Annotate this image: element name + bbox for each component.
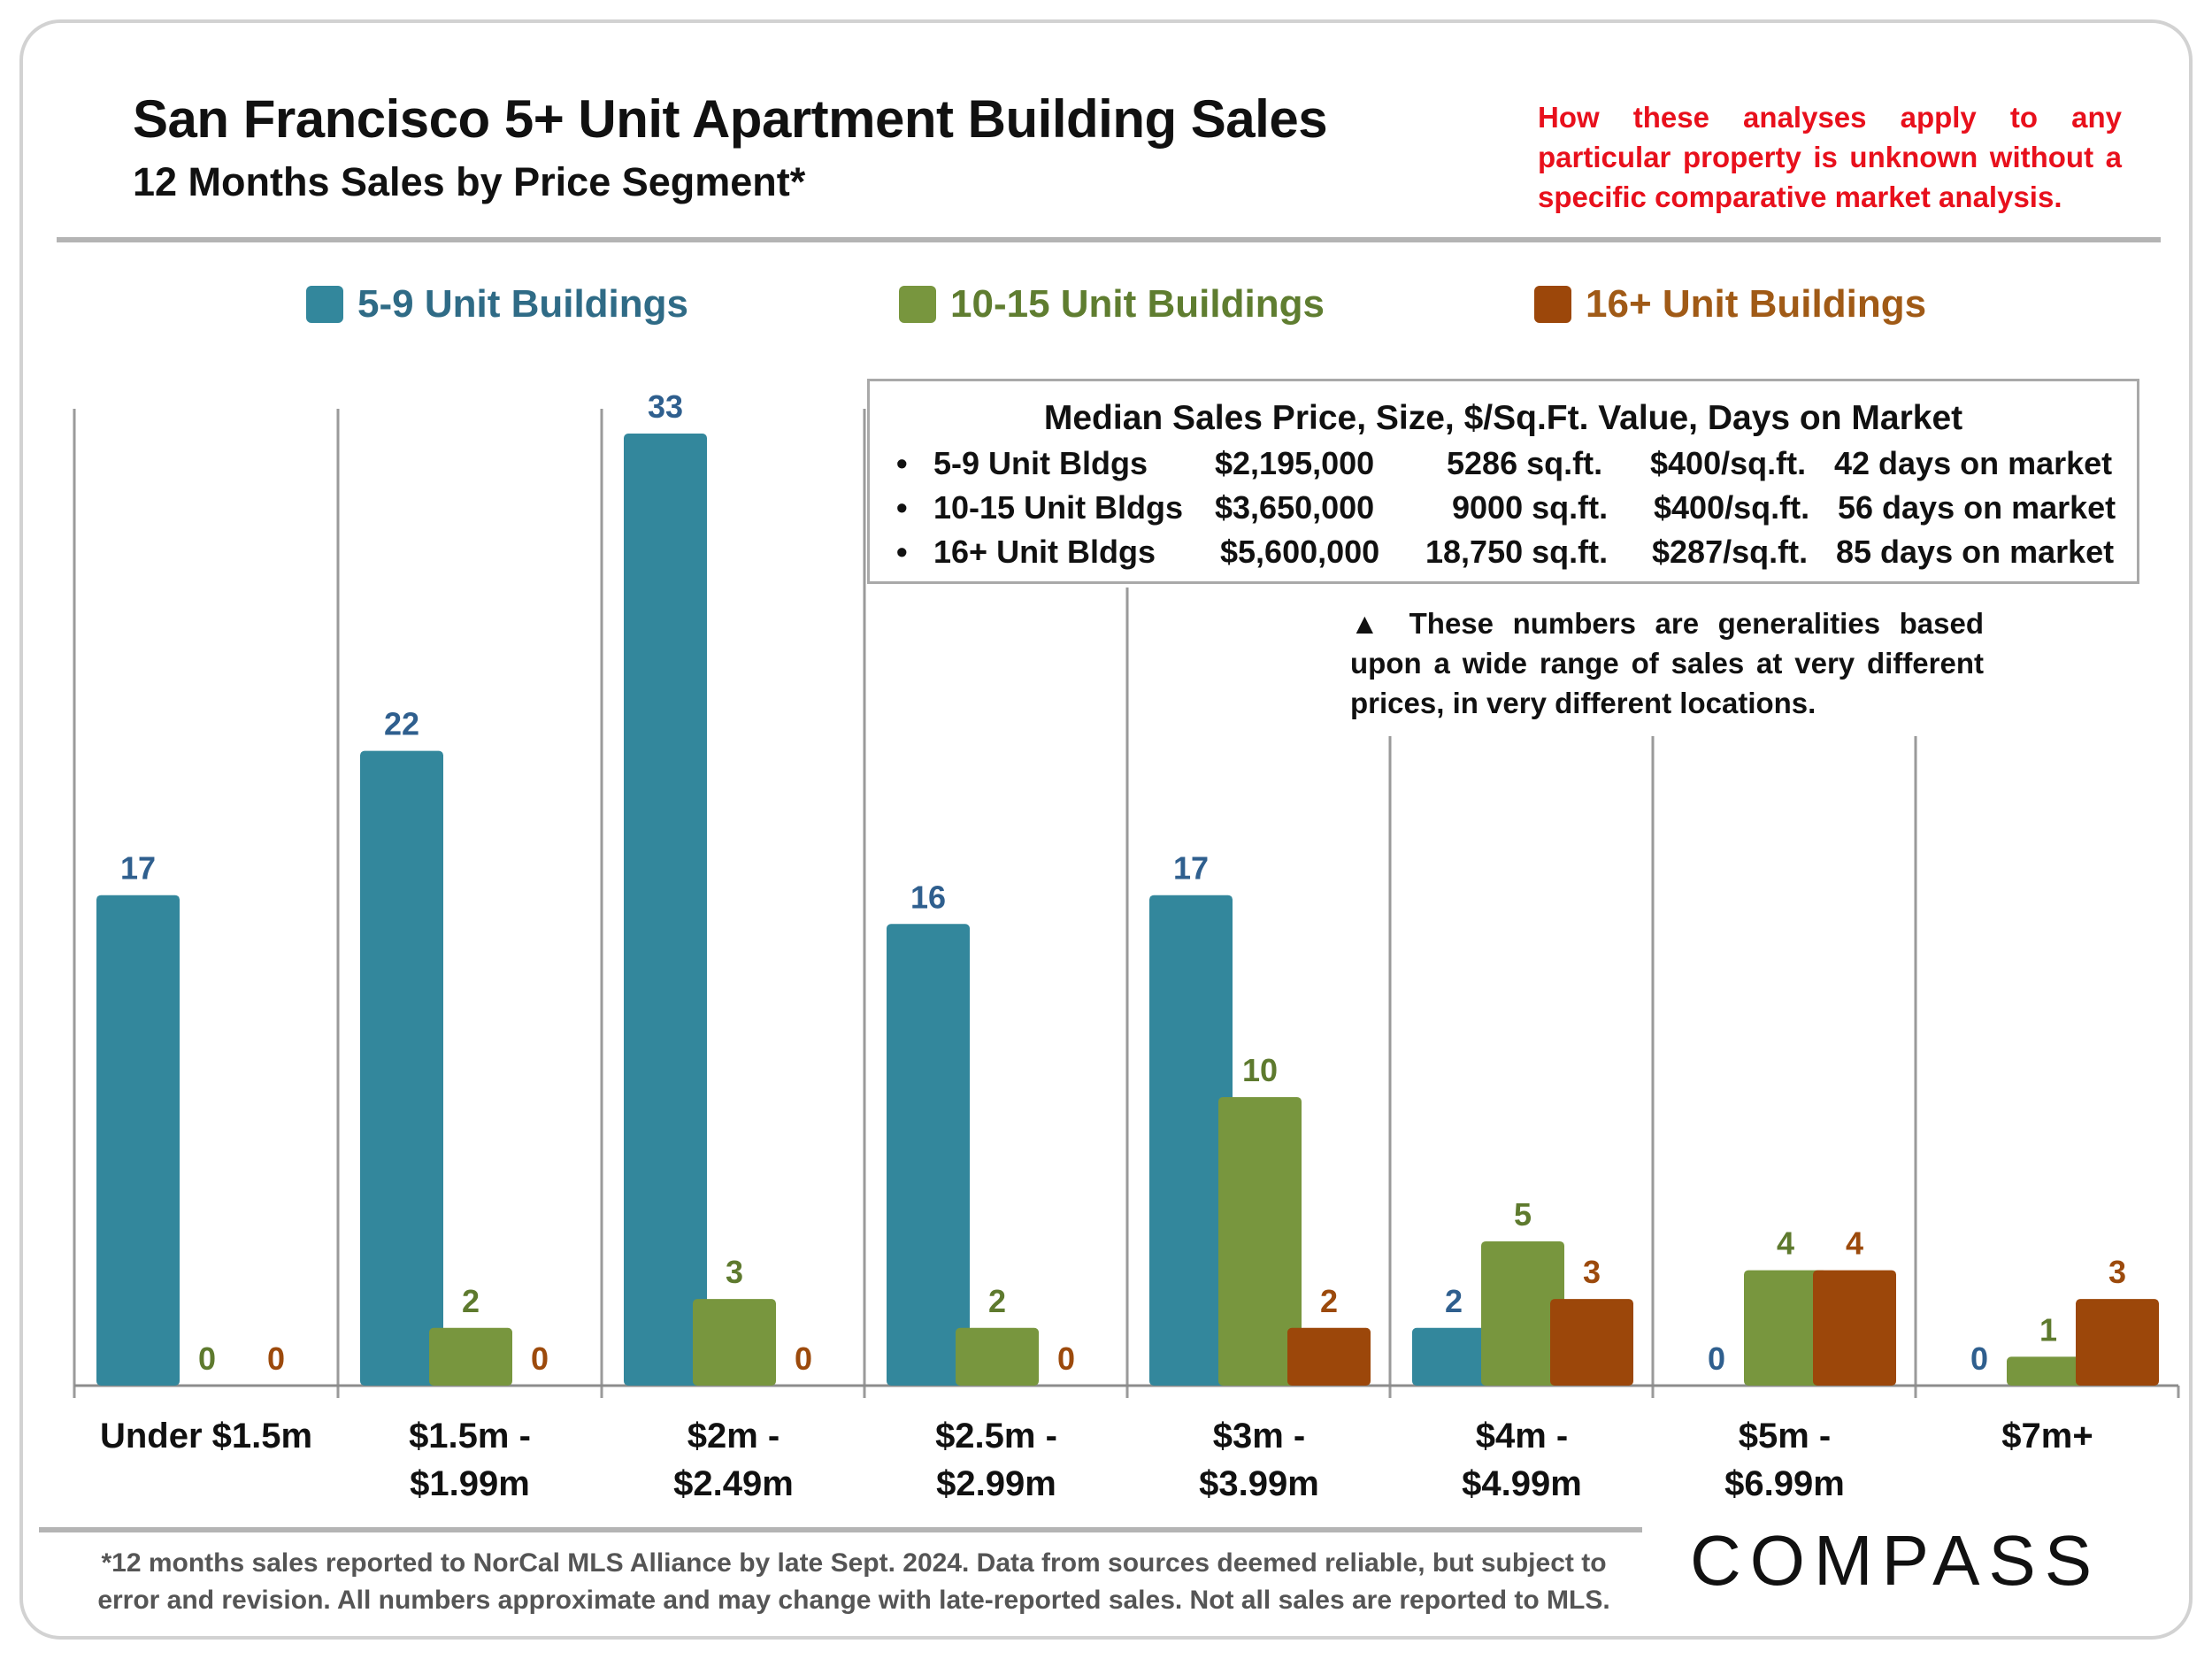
data-label: 4 — [1777, 1225, 1794, 1262]
x-tick-label: $6.99m — [1724, 1464, 1845, 1503]
legend-swatch-5-9-units — [306, 286, 343, 323]
stat-price: $2,195,000 — [1215, 445, 1375, 481]
stat-size: 18,750 sq.ft. — [1425, 534, 1609, 570]
data-label: 2 — [1445, 1283, 1463, 1319]
data-label: 0 — [1057, 1340, 1075, 1377]
stat-type: 16+ Unit Bldgs — [933, 534, 1156, 570]
disclaimer-text: How these analyses apply to any particul… — [1538, 101, 2122, 213]
legend-item-5-9-units: 5-9 Unit Buildings — [306, 281, 688, 327]
footer-divider — [39, 1527, 1642, 1532]
data-label: 0 — [198, 1340, 216, 1377]
bar-1-2 — [693, 1299, 776, 1386]
x-tick-label: $1.5m - — [409, 1417, 531, 1455]
data-label: 3 — [726, 1254, 743, 1290]
legend-item-16-plus-units: 16+ Unit Buildings — [1534, 281, 1926, 327]
stat-dom: 85 days on market — [1836, 534, 2115, 570]
bullet: • — [896, 445, 908, 481]
source-footnote: *12 months sales reported to NorCal MLS … — [97, 1548, 1610, 1615]
legend-label-10-15-units: 10-15 Unit Buildings — [950, 282, 1325, 326]
stat-type: 5-9 Unit Bldgs — [933, 445, 1148, 481]
x-tick-label: $4m - — [1476, 1417, 1569, 1455]
stat-size: 9000 sq.ft. — [1452, 489, 1609, 526]
data-label: 0 — [795, 1340, 812, 1377]
data-label: 1 — [2039, 1311, 2057, 1348]
data-label: 17 — [120, 850, 156, 887]
bar-2-6 — [1813, 1270, 1896, 1386]
bar-1-1 — [429, 1327, 512, 1386]
legend-label-5-9-units: 5-9 Unit Buildings — [357, 282, 688, 326]
x-tick-label: $2.5m - — [935, 1417, 1057, 1455]
x-tick-label: $3m - — [1213, 1417, 1306, 1455]
bar-1-3 — [956, 1327, 1039, 1386]
stat-dom: 56 days on market — [1838, 489, 2116, 526]
x-tick-label: $1.99m — [410, 1464, 530, 1503]
x-tick-label: $2m - — [687, 1417, 780, 1455]
data-label: 0 — [1708, 1340, 1725, 1377]
bar-1-6 — [1744, 1270, 1827, 1386]
stat-price: $3,650,000 — [1215, 489, 1375, 526]
data-label: 10 — [1242, 1052, 1278, 1088]
bar-0-3 — [887, 924, 970, 1386]
median-stats-box: Median Sales Price, Size, $/Sq.Ft. Value… — [867, 379, 2139, 584]
x-tick-label: $4.99m — [1462, 1464, 1582, 1503]
bullet: • — [896, 489, 908, 526]
stat-dom: 42 days on market — [1834, 445, 2113, 481]
chart-subtitle: 12 Months Sales by Price Segment* — [133, 159, 806, 204]
data-label: 4 — [1846, 1225, 1863, 1262]
bar-2-7 — [2076, 1299, 2159, 1386]
bar-1-5 — [1481, 1240, 1564, 1386]
legend-swatch-10-15-units — [899, 286, 936, 323]
data-label: 2 — [988, 1283, 1006, 1319]
data-label: 0 — [267, 1340, 285, 1377]
stat-size: 5286 sq.ft. — [1447, 445, 1603, 481]
bullet: • — [896, 534, 908, 570]
legend-swatch-16-plus-units — [1534, 286, 1571, 323]
data-label: 3 — [2108, 1254, 2126, 1290]
x-tick-label: $2.49m — [673, 1464, 794, 1503]
data-label: 16 — [910, 879, 946, 915]
data-label: 33 — [648, 388, 683, 425]
generalities-note: ▲ These numbers are generalities based u… — [1350, 607, 1984, 719]
data-label: 3 — [1583, 1254, 1601, 1290]
bar-2-5 — [1550, 1299, 1633, 1386]
data-label: 2 — [462, 1283, 480, 1319]
header-divider — [57, 237, 2161, 242]
x-tick-label: $7m+ — [2001, 1417, 2093, 1455]
bar-1-7 — [2007, 1356, 2090, 1386]
stat-ppsf: $287/sq.ft. — [1652, 534, 1809, 570]
x-tick-label: $3.99m — [1199, 1464, 1319, 1503]
bar-0-0 — [96, 895, 180, 1386]
data-label: 22 — [384, 706, 419, 742]
x-tick-label: $2.99m — [936, 1464, 1056, 1503]
data-label: 0 — [1970, 1340, 1988, 1377]
x-tick-label: Under $1.5m — [100, 1417, 312, 1455]
data-label: 0 — [531, 1340, 549, 1377]
bar-0-5 — [1412, 1327, 1495, 1386]
data-label: 2 — [1320, 1283, 1338, 1319]
legend-item-10-15-units: 10-15 Unit Buildings — [899, 281, 1325, 327]
x-tick-label: $5m - — [1739, 1417, 1832, 1455]
data-label: 17 — [1173, 850, 1209, 887]
bar-1-4 — [1218, 1096, 1302, 1386]
bar-0-1 — [360, 750, 443, 1386]
bar-0-4 — [1149, 895, 1233, 1386]
stat-price: $5,600,000 — [1220, 534, 1380, 570]
compass-logo: COMPASS — [1690, 1521, 2101, 1600]
chart-title: San Francisco 5+ Unit Apartment Building… — [133, 89, 1328, 149]
legend-label-16-plus-units: 16+ Unit Buildings — [1586, 282, 1927, 326]
bar-0-2 — [624, 434, 707, 1386]
stat-type: 10-15 Unit Bldgs — [933, 489, 1184, 526]
bar-2-4 — [1287, 1327, 1371, 1386]
stat-ppsf: $400/sq.ft. — [1654, 489, 1810, 526]
data-label: 5 — [1514, 1196, 1532, 1233]
median-stats-title: Median Sales Price, Size, $/Sq.Ft. Value… — [1043, 399, 1963, 437]
stat-ppsf: $400/sq.ft. — [1650, 445, 1807, 481]
